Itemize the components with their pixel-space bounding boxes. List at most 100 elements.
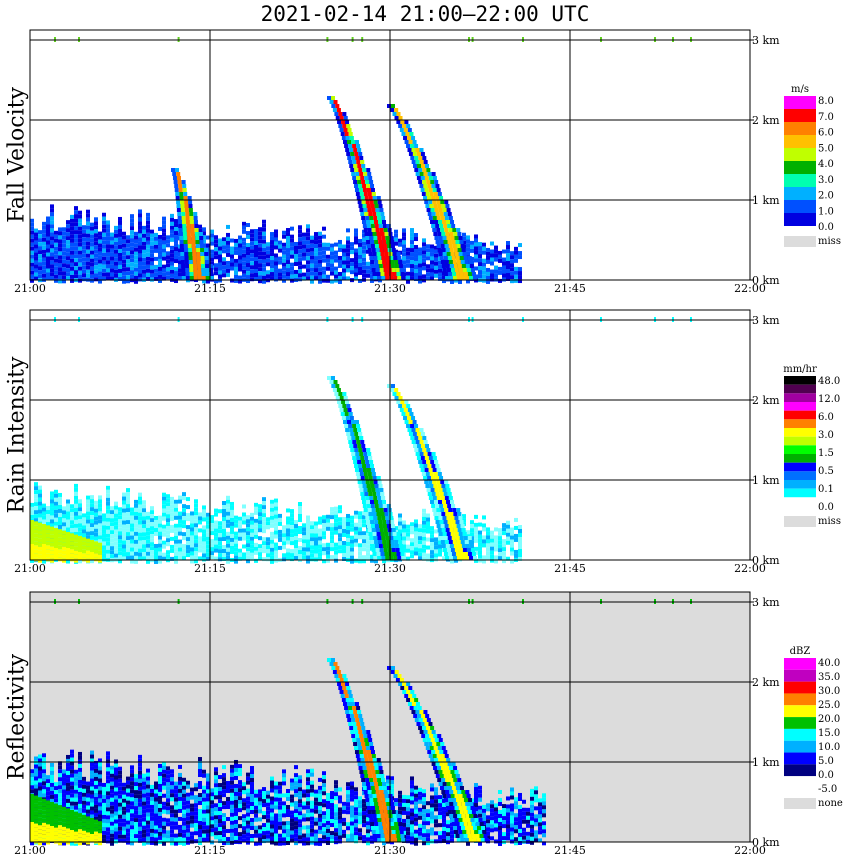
echo-cell xyxy=(322,274,326,279)
echo-cell xyxy=(106,268,110,273)
echo-cell xyxy=(302,527,306,532)
echo-cell xyxy=(290,521,294,526)
echo-cell xyxy=(185,268,190,272)
echo-cell xyxy=(242,249,246,254)
echo-cell xyxy=(102,216,106,221)
echo-cell xyxy=(398,242,402,247)
colorbar-swatch xyxy=(784,445,816,454)
echo-cell xyxy=(202,553,206,558)
echo-cell xyxy=(452,276,457,280)
echo-cell xyxy=(274,558,278,563)
echo-cell xyxy=(258,552,262,557)
echo-cell xyxy=(102,228,106,233)
echo-cell xyxy=(427,476,432,480)
echo-cell xyxy=(214,247,218,252)
echo-cell xyxy=(146,539,150,544)
echo-cell xyxy=(238,532,242,537)
echo-cell xyxy=(274,534,278,539)
echo-cell xyxy=(158,823,162,828)
echo-cell xyxy=(262,509,266,514)
echo-cell xyxy=(336,108,341,112)
echo-cell xyxy=(435,196,440,200)
echo-cell xyxy=(234,266,238,271)
echo-cell xyxy=(408,420,413,424)
echo-cell xyxy=(122,239,126,244)
echo-cell xyxy=(130,789,134,794)
echo-cell xyxy=(418,544,422,549)
echo-cell xyxy=(98,531,102,536)
echo-fall-streak-3 xyxy=(387,384,477,560)
echo-cell xyxy=(174,227,178,232)
echo-cell xyxy=(201,276,206,280)
echo-cell xyxy=(348,440,353,444)
echo-cell xyxy=(50,774,54,779)
echo-cell xyxy=(204,256,209,260)
echo-cell xyxy=(86,515,90,520)
echo-cell xyxy=(189,272,194,276)
echo-cell xyxy=(330,507,334,512)
echo-cell xyxy=(359,192,364,196)
echo-cell xyxy=(198,224,202,229)
echo-cell xyxy=(158,827,162,832)
echo-cell xyxy=(282,270,286,275)
echo-cell xyxy=(202,239,206,244)
echo-cell xyxy=(346,549,350,554)
echo-cell xyxy=(506,245,510,250)
echo-cell xyxy=(230,541,234,546)
echo-cell xyxy=(126,828,130,833)
echo-cell xyxy=(338,247,342,252)
echo-cell xyxy=(170,789,174,794)
echo-cell xyxy=(474,522,478,527)
echo-cell xyxy=(322,515,326,520)
echo-cell xyxy=(110,534,114,539)
echo-cell xyxy=(334,546,338,551)
echo-cell xyxy=(406,251,410,256)
echo-cell xyxy=(134,255,138,260)
echo-cell xyxy=(368,232,373,236)
echo-cell xyxy=(410,268,414,273)
echo-cell xyxy=(218,242,222,247)
echo-cell xyxy=(54,782,58,787)
echo-cell xyxy=(174,511,178,516)
echo-cell xyxy=(455,272,460,276)
echo-cell xyxy=(438,236,443,240)
echo-cell xyxy=(306,523,310,528)
echo-cell xyxy=(86,527,90,532)
echo-cell xyxy=(86,221,90,226)
echo-cell xyxy=(262,521,266,526)
echo-cell xyxy=(366,240,371,244)
echo-cell xyxy=(363,508,368,512)
echo-cell xyxy=(118,814,122,819)
echo-cell xyxy=(54,278,58,283)
echo-cell xyxy=(334,526,338,531)
echo-cell xyxy=(242,528,246,533)
echo-cell xyxy=(178,188,183,192)
echo-cell xyxy=(62,781,66,786)
echo-cell xyxy=(106,839,110,844)
echo-cell xyxy=(34,248,38,253)
echo-cell xyxy=(494,527,498,532)
echo-cell xyxy=(437,528,442,532)
echo-cell xyxy=(122,251,126,256)
echo-cell xyxy=(166,818,170,823)
echo-cell xyxy=(150,554,154,559)
echo-cell xyxy=(194,531,198,536)
echo-cell xyxy=(126,516,130,521)
echo-cell xyxy=(438,276,442,281)
echo-cell xyxy=(38,538,42,543)
echo-cell xyxy=(346,541,350,546)
echo-cell xyxy=(367,208,372,212)
echo-cell xyxy=(490,269,494,274)
echo-cell xyxy=(306,240,310,245)
echo-cell xyxy=(38,786,42,791)
echo-cell xyxy=(238,263,242,268)
echo-cell xyxy=(334,274,338,279)
echo-cell xyxy=(30,222,34,227)
echo-cell xyxy=(58,496,62,501)
echo-cell xyxy=(184,260,189,264)
echo-cell xyxy=(114,505,118,510)
echo-cell xyxy=(214,524,218,529)
echo-cell xyxy=(403,136,408,140)
echo-cell xyxy=(437,192,442,196)
echo-cell xyxy=(166,263,170,268)
